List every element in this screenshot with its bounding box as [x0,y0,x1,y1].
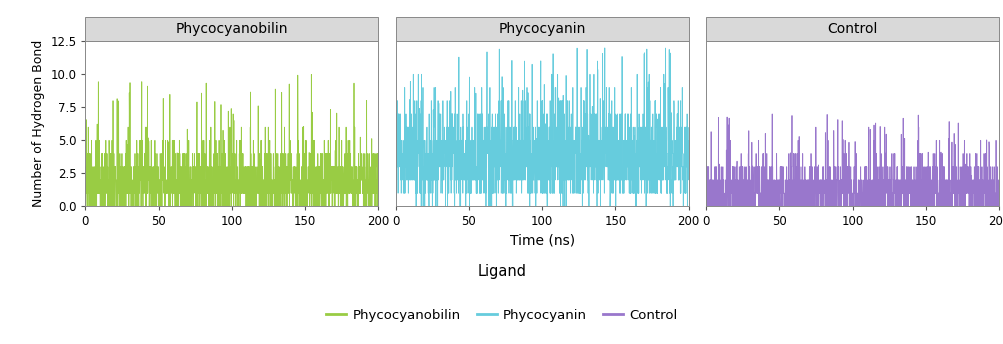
Text: Control: Control [826,22,877,36]
Text: Phycocyanin: Phycocyanin [497,22,586,36]
Legend: Phycocyanobilin, Phycocyanin, Control: Phycocyanobilin, Phycocyanin, Control [321,303,682,327]
Text: Phycocyanobilin: Phycocyanobilin [176,22,288,36]
Text: Ligand: Ligand [477,264,526,279]
Y-axis label: Number of Hydrogen Bond: Number of Hydrogen Bond [32,40,44,207]
X-axis label: Time (ns): Time (ns) [510,234,574,248]
